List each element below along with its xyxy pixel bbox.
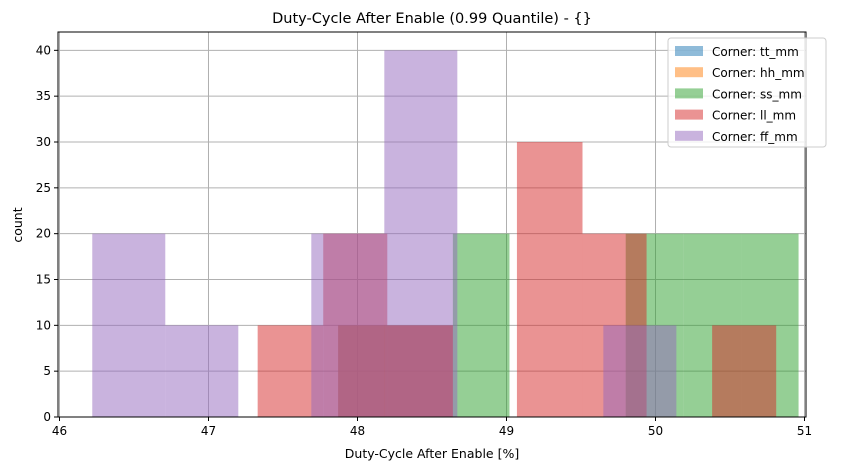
chart-title: Duty-Cycle After Enable (0.99 Quantile) … — [272, 11, 592, 27]
y-tick-label: 0 — [43, 410, 51, 424]
legend-swatch — [675, 88, 703, 99]
x-tick-label: 50 — [648, 424, 663, 438]
legend-label: Corner: ff_mm — [712, 130, 798, 144]
legend: Corner: tt_mm Corner: hh_mm Corner: ss_mm C… — [667, 37, 827, 148]
x-axis-label: Duty-Cycle After Enable [%] — [345, 446, 519, 461]
y-tick-label: 25 — [36, 181, 51, 195]
y-tick-label: 5 — [43, 364, 51, 378]
legend-box — [667, 37, 827, 148]
histogram-bar — [92, 233, 166, 417]
y-tick-label: 30 — [36, 135, 51, 149]
legend-swatch — [675, 130, 703, 141]
histogram-bar — [516, 142, 583, 417]
legend-swatch — [675, 67, 703, 78]
legend-label: Corner: ll_mm — [712, 109, 796, 123]
histogram-bar — [384, 50, 458, 417]
y-tick-label: 20 — [36, 227, 51, 241]
y-tick-label: 40 — [36, 43, 51, 57]
legend-label: Corner: tt_mm — [712, 45, 799, 59]
y-tick-label: 15 — [36, 273, 51, 287]
legend-swatch — [675, 46, 703, 56]
histogram-bar — [712, 325, 777, 417]
x-tick-label: 46 — [52, 424, 67, 438]
y-axis-label: count — [10, 207, 25, 242]
legend-swatch — [675, 109, 703, 120]
x-tick-label: 48 — [350, 424, 365, 438]
histogram-bar — [311, 233, 385, 417]
x-tick-label: 51 — [797, 424, 812, 438]
legend-label: Corner: hh_mm — [712, 66, 805, 80]
y-tick-label: 10 — [36, 318, 51, 332]
legend-label: Corner: ss_mm — [712, 87, 802, 101]
x-tick-label: 49 — [499, 424, 514, 438]
y-tick-label: 35 — [36, 89, 51, 103]
bars — [92, 50, 799, 417]
histogram-bar — [452, 233, 510, 417]
histogram-bar — [603, 325, 677, 417]
plot-frame — [57, 31, 807, 418]
histogram-bar — [165, 325, 239, 417]
x-tick-label: 47 — [201, 424, 216, 438]
